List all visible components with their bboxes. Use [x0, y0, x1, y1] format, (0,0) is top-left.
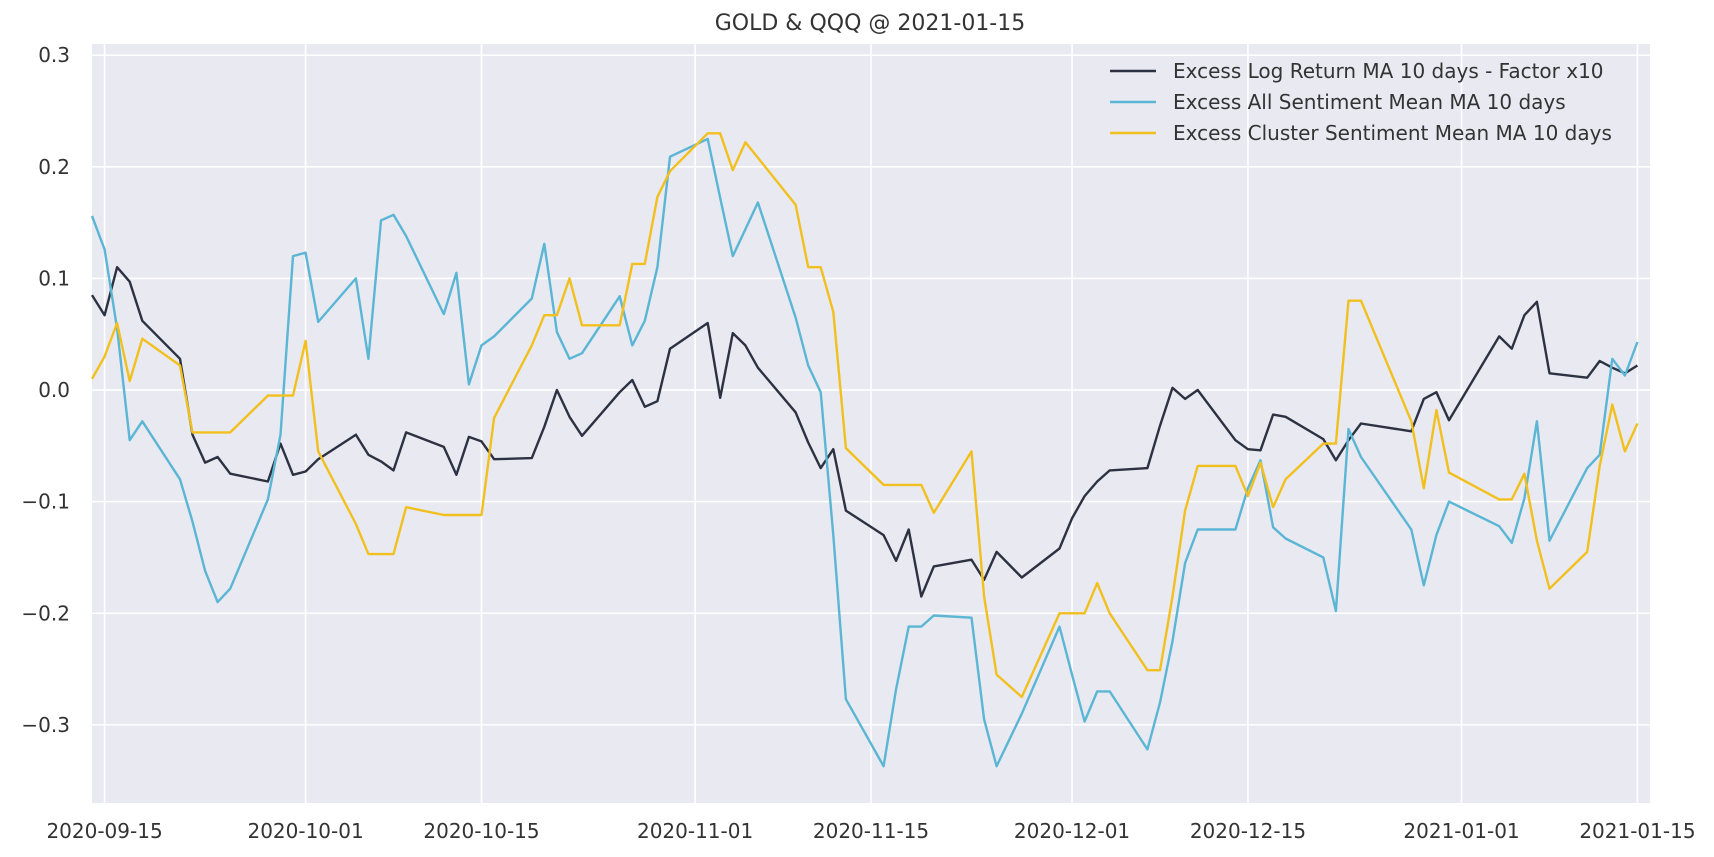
y-tick-label: 0.1: [38, 266, 70, 290]
y-tick-label: −0.3: [21, 713, 70, 737]
x-tick-label: 2020-12-15: [1190, 819, 1306, 843]
y-tick-label: −0.1: [21, 490, 70, 514]
y-axis-tick-labels: 0.3 0.2 0.1 0.0 −0.1 −0.2 −0.3: [21, 43, 70, 737]
chart-title: GOLD & QQQ @ 2021-01-15: [715, 11, 1026, 36]
series-line-3: [90, 132, 1639, 699]
x-axis-tick-labels: 2020-09-15 2020-10-01 2020-10-15 2020-11-01…: [46, 819, 1695, 843]
grid-lines: [92, 44, 1650, 803]
legend-label-1: Excess Log Return MA 10 days - Factor x1…: [1173, 59, 1604, 83]
x-tick-label: 2020-11-01: [637, 819, 753, 843]
y-tick-label: −0.2: [21, 601, 70, 625]
x-tick-label: 2020-09-15: [46, 819, 162, 843]
x-tick-label: 2020-11-15: [813, 819, 929, 843]
x-tick-label: 2020-10-01: [247, 819, 363, 843]
x-tick-label: 2020-12-01: [1014, 819, 1130, 843]
legend-label-3: Excess Cluster Sentiment Mean MA 10 days: [1173, 121, 1612, 145]
y-tick-label: 0.0: [38, 378, 70, 402]
x-tick-label: 2021-01-01: [1403, 819, 1519, 843]
y-tick-label: 0.3: [38, 43, 70, 67]
series-line-2: [90, 137, 1639, 768]
x-tick-label: 2021-01-15: [1579, 819, 1695, 843]
legend: Excess Log Return MA 10 days - Factor x1…: [1110, 59, 1612, 145]
legend-label-2: Excess All Sentiment Mean MA 10 days: [1173, 90, 1566, 114]
x-tick-label: 2020-10-15: [423, 819, 539, 843]
y-tick-label: 0.2: [38, 155, 70, 179]
series-layer: [90, 132, 1639, 768]
series-line-1: [90, 266, 1639, 598]
